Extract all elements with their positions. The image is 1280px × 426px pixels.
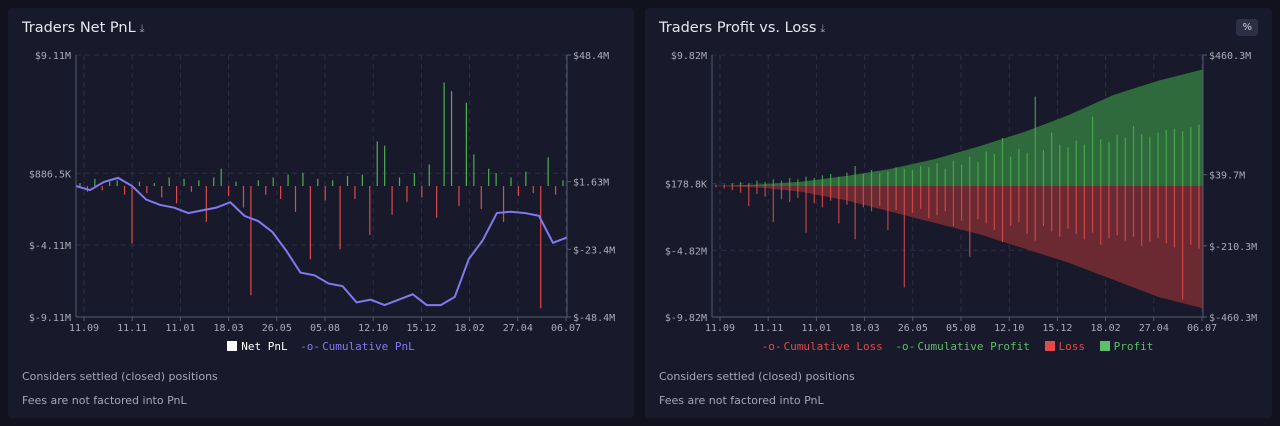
y-right-tick-label: $460.3M bbox=[1209, 51, 1251, 62]
legend-label: Cumulative PnL bbox=[322, 340, 415, 353]
legend-swatch bbox=[1044, 341, 1055, 351]
download-icon[interactable]: ⤓ bbox=[820, 22, 826, 35]
x-tick-label: 15.12 bbox=[406, 323, 436, 334]
y-left-tick-label: $-9.82M bbox=[665, 313, 707, 324]
chart-legend: Net PnL -o- Cumulative PnL bbox=[8, 340, 634, 353]
y-right-tick-label: $48.4M bbox=[573, 51, 609, 62]
x-tick-label: 11.11 bbox=[753, 323, 783, 334]
x-tick-label: 06.07 bbox=[1187, 323, 1217, 334]
legend-cumulative-loss[interactable]: -o- Cumulative Loss bbox=[761, 340, 883, 353]
x-tick-label: 26.05 bbox=[898, 323, 928, 334]
x-tick-label: 26.05 bbox=[262, 323, 292, 334]
legend-net-pnl[interactable]: Net PnL bbox=[225, 340, 289, 353]
x-tick-label: 06.07 bbox=[551, 323, 581, 334]
y-right-tick-label: $-460.3M bbox=[1209, 313, 1257, 324]
x-tick-label: 05.08 bbox=[310, 323, 340, 334]
net-pnl-title: Traders Net PnL ⤓ bbox=[22, 20, 145, 36]
y-left-tick-label: $9.82M bbox=[671, 51, 707, 62]
net-pnl-chart: 11.09 11.11 11.01 18.03 26.05 05.08 12.10 15.12… bbox=[29, 51, 615, 334]
x-tick-label: 12.10 bbox=[358, 323, 388, 334]
y-right-tick-label: $-210.3M bbox=[1209, 242, 1257, 253]
legend-label: Profit bbox=[1113, 340, 1154, 353]
download-icon[interactable]: ⤓ bbox=[139, 22, 145, 35]
cumulative-loss-area bbox=[712, 186, 1203, 309]
profit-loss-title: Traders Profit vs. Loss ⤓ bbox=[659, 20, 825, 36]
x-tick-label: 11.01 bbox=[165, 323, 195, 334]
title-text: Traders Net PnL bbox=[22, 20, 136, 36]
legend-cumulative-pnl[interactable]: -o- Cumulative PnL bbox=[300, 340, 415, 353]
x-tick-label: 27.04 bbox=[503, 323, 533, 334]
profit-loss-panel: Traders Profit vs. Loss ⤓ % 11.09 11.11 11.… bbox=[645, 8, 1272, 418]
profit-loss-chart: 11.09 11.11 11.01 18.03 26.05 05.08 12.10 15.12… bbox=[665, 51, 1257, 334]
note-fees: Fees are not factored into PnL bbox=[22, 394, 187, 407]
note-settled: Considers settled (closed) positions bbox=[659, 370, 855, 383]
x-tick-label: 15.12 bbox=[1042, 323, 1072, 334]
y-right-tick-label: $1.63M bbox=[573, 178, 609, 189]
net-pnl-panel: Traders Net PnL ⤓ 11.09 11.11 11.01 18.03 26.… bbox=[8, 8, 634, 418]
legend-loss[interactable]: Loss bbox=[1043, 340, 1088, 353]
y-left-tick-label: $178.8K bbox=[665, 180, 707, 191]
y-left-tick-label: $-9.11M bbox=[29, 313, 71, 324]
x-tick-label: 11.09 bbox=[705, 323, 735, 334]
chart-legend: -o- Cumulative Loss -o- Cumulative Profit … bbox=[645, 340, 1272, 353]
legend-swatch bbox=[1099, 341, 1110, 351]
legend-swatch bbox=[227, 341, 238, 351]
y-right-tick-label: $-48.4M bbox=[573, 313, 615, 324]
y-left-tick-label: $-4.82M bbox=[665, 246, 707, 257]
y-left-tick-label: $9.11M bbox=[35, 51, 71, 62]
legend-cumulative-profit[interactable]: -o- Cumulative Profit bbox=[895, 340, 1030, 353]
note-fees: Fees are not factored into PnL bbox=[659, 394, 824, 407]
note-settled: Considers settled (closed) positions bbox=[22, 370, 218, 383]
x-tick-label: 11.09 bbox=[69, 323, 99, 334]
legend-label: Cumulative Loss bbox=[783, 340, 883, 353]
x-tick-label: 12.10 bbox=[994, 323, 1024, 334]
legend-label: Cumulative Profit bbox=[917, 340, 1030, 353]
legend-label: Loss bbox=[1058, 340, 1086, 353]
cumulative-pnl-line bbox=[75, 176, 568, 307]
y-right-tick-label: $-23.4M bbox=[573, 245, 615, 256]
y-left-tick-label: $-4.11M bbox=[29, 241, 71, 252]
x-tick-label: 11.11 bbox=[117, 323, 147, 334]
x-tick-label: 18.02 bbox=[455, 323, 485, 334]
x-tick-label: 11.01 bbox=[801, 323, 831, 334]
legend-label: Net PnL bbox=[241, 340, 288, 353]
y-left-tick-label: $886.5K bbox=[29, 169, 71, 180]
x-tick-label: 18.03 bbox=[214, 323, 244, 334]
x-tick-label: 18.02 bbox=[1091, 323, 1121, 334]
cumulative-profit-area bbox=[712, 69, 1203, 186]
x-tick-label: 27.04 bbox=[1139, 323, 1169, 334]
title-text: Traders Profit vs. Loss bbox=[659, 20, 817, 36]
x-tick-label: 05.08 bbox=[946, 323, 976, 334]
percent-toggle-button[interactable]: % bbox=[1236, 19, 1258, 36]
x-tick-label: 18.03 bbox=[850, 323, 880, 334]
y-right-tick-label: $39.7M bbox=[1209, 171, 1245, 182]
legend-profit[interactable]: Profit bbox=[1098, 340, 1156, 353]
